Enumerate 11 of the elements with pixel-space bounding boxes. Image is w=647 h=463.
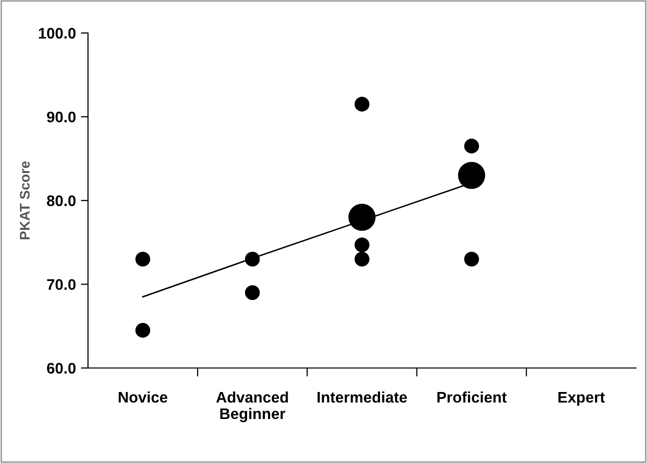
x-tick-label: Intermediate [318,391,407,403]
y-tick-label: 80.0 [46,195,76,206]
x-tick-label: Novice [118,391,168,403]
x-tick-label: Expert [558,392,605,406]
y-tick-label: 100.0 [38,28,76,39]
x-tick-label: Advanced Beginner [216,391,288,422]
y-axis-title: PKAT Score [20,161,30,240]
y-tick-label: 90.0 [46,112,76,122]
y-tick-label: 60.0 [47,362,76,374]
x-tick-label: Proficient [437,391,507,403]
y-tick-label: 70.0 [47,279,76,290]
